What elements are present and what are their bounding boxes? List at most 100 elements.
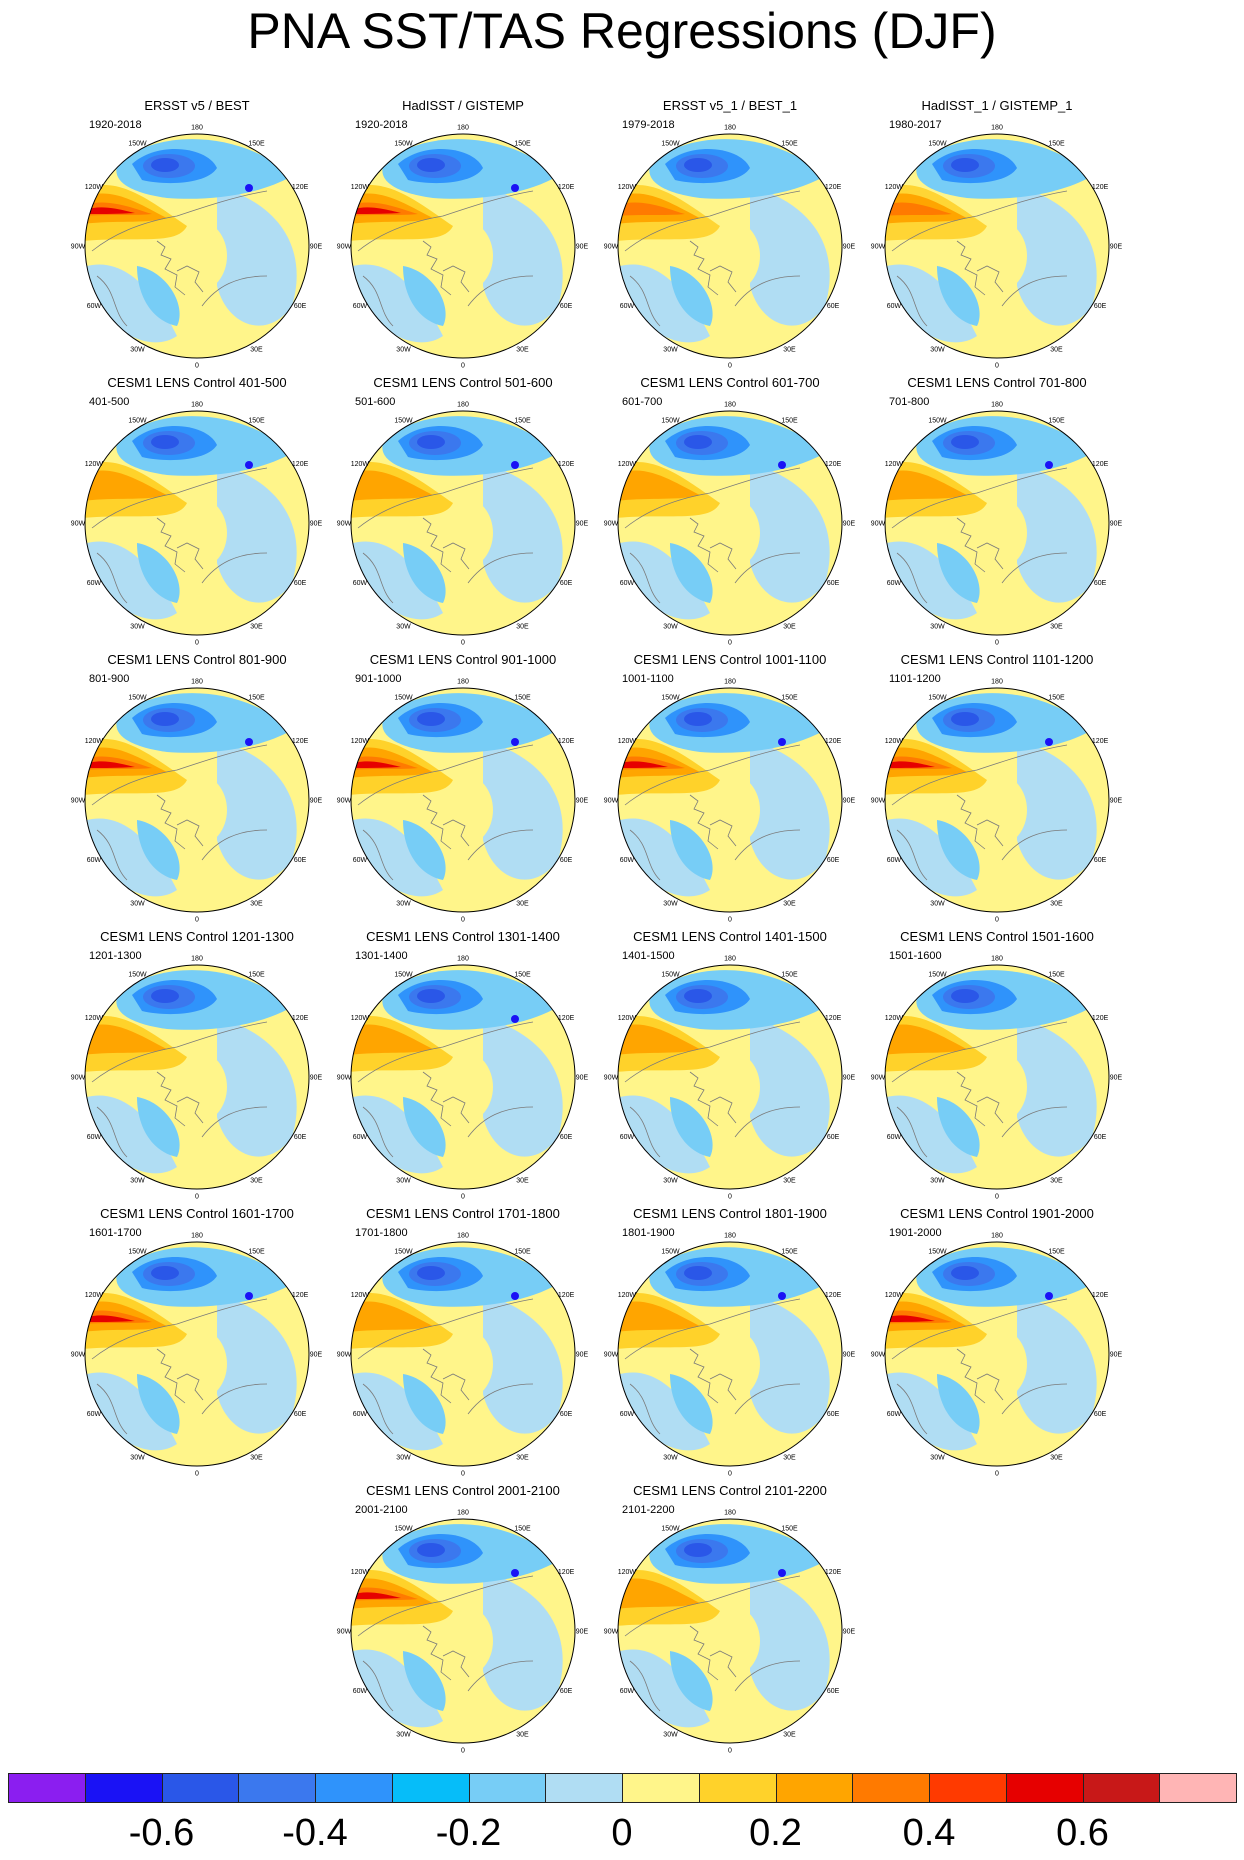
polar-map: 180 150E 120E 90E 60E 30E 0 30W 60W 90W 120W 150W [604, 1233, 856, 1478]
map-field [85, 688, 309, 912]
panel-period: 2101-2200 [622, 1504, 675, 1516]
polar-map: 180 150E 120E 90E 60E 30E 0 30W 60W 90W 120W 150W [604, 679, 856, 924]
colorbar-swatch [391, 1773, 470, 1803]
longitude-label: 60E [560, 303, 573, 310]
longitude-label: 120W [85, 461, 104, 468]
longitude-label: 60W [620, 303, 635, 310]
map-outline [884, 687, 1110, 913]
longitude-label: 150E [514, 694, 531, 701]
longitude-label: 120E [292, 738, 309, 745]
longitude-label: 60W [620, 1134, 635, 1141]
longitude-label: 60E [827, 580, 840, 587]
longitude-label: 180 [991, 402, 1003, 409]
panel-title: HadISST / GISTEMP [402, 98, 524, 113]
panel-title: CESM1 LENS Control 1801-1900 [633, 1206, 827, 1221]
polar-map: 180 150E 120E 90E 60E 30E 0 30W 60W 90W 120W 150W [337, 679, 589, 924]
longitude-label: 60W [353, 1134, 368, 1141]
colorbar-swatch [698, 1773, 777, 1803]
map-field [885, 1242, 1109, 1466]
map-field [618, 1519, 842, 1743]
longitude-label: 0 [995, 1194, 999, 1201]
map-panel: CESM1 LENS Control 801-900 801-900 180 150E… [67, 652, 327, 924]
panel-title: CESM1 LENS Control 1301-1400 [366, 929, 560, 944]
longitude-label: 60W [353, 1411, 368, 1418]
panel-period: 1920-2018 [89, 119, 142, 131]
panel-period: 2001-2100 [355, 1504, 408, 1516]
longitude-label: 30W [930, 347, 945, 354]
longitude-label: 120E [558, 184, 575, 191]
longitude-label: 60W [353, 857, 368, 864]
longitude-label: 90E [310, 521, 323, 528]
map-outline [350, 1518, 576, 1744]
longitude-label: 60E [1094, 303, 1107, 310]
longitude-label: 30W [930, 1178, 945, 1185]
map-outline [350, 1241, 576, 1467]
colorbar-swatch [84, 1773, 163, 1803]
longitude-label: 60W [887, 303, 902, 310]
longitude-label: 90W [71, 798, 86, 805]
map-panel: CESM1 LENS Control 701-800 701-800 180 150E… [867, 375, 1127, 647]
longitude-label: 180 [191, 679, 203, 686]
longitude-label: 120E [292, 184, 309, 191]
longitude-label: 60E [827, 1134, 840, 1141]
polar-map: 180 150E 120E 90E 60E 30E 0 30W 60W 90W 120W 150W [604, 402, 856, 647]
colorbar-swatch [1005, 1773, 1084, 1803]
longitude-label: 60E [560, 1688, 573, 1695]
longitude-label: 180 [457, 679, 469, 686]
longitude-label: 90E [843, 1075, 856, 1082]
longitude-label: 90E [843, 798, 856, 805]
longitude-label: 90W [604, 1075, 619, 1082]
map-panel: CESM1 LENS Control 1901-2000 1901-2000 180… [867, 1206, 1127, 1478]
longitude-label: 150E [1048, 971, 1065, 978]
longitude-label: 90W [871, 1075, 886, 1082]
longitude-label: 60W [887, 1411, 902, 1418]
longitude-label: 120E [558, 1015, 575, 1022]
longitude-label: 60W [620, 580, 635, 587]
map-outline [884, 1241, 1110, 1467]
longitude-label: 90W [71, 521, 86, 528]
map-field [351, 965, 575, 1189]
panel-title: HadISST_1 / GISTEMP_1 [921, 98, 1073, 113]
longitude-label: 30W [396, 347, 411, 354]
longitude-label: 0 [195, 1194, 199, 1201]
longitude-label: 150E [781, 971, 798, 978]
longitude-label: 30W [930, 901, 945, 908]
longitude-label: 60E [560, 1411, 573, 1418]
longitude-label: 0 [195, 363, 199, 370]
polar-map: 180 150E 120E 90E 60E 30E 0 30W 60W 90W 120W 150W [871, 125, 1123, 370]
longitude-label: 30W [663, 901, 678, 908]
longitude-label: 90E [1110, 521, 1123, 528]
panel-title: CESM1 LENS Control 1601-1700 [100, 1206, 294, 1221]
polar-map: 180 150E 120E 90E 60E 30E 0 30W 60W 90W 120W 150W [337, 1233, 589, 1478]
longitude-label: 90E [843, 244, 856, 251]
map-field [85, 411, 309, 635]
longitude-label: 120E [292, 1292, 309, 1299]
longitude-label: 120W [885, 1015, 904, 1022]
map-field [618, 688, 842, 912]
longitude-label: 150E [248, 694, 265, 701]
longitude-label: 60E [827, 303, 840, 310]
longitude-label: 90E [576, 521, 589, 528]
colorbar-tick-label: -0.4 [282, 1812, 348, 1854]
map-field [885, 134, 1109, 358]
longitude-label: 150E [1048, 140, 1065, 147]
longitude-label: 60E [1094, 1134, 1107, 1141]
colorbar-tick-label: 0 [611, 1812, 633, 1854]
longitude-label: 120W [351, 461, 370, 468]
polar-map: 180 150E 120E 90E 60E 30E 0 30W 60W 90W 120W 150W [337, 125, 589, 370]
polar-map: 180 150E 120E 90E 60E 30E 0 30W 60W 90W 120W 150W [871, 679, 1123, 924]
panel-period: 701-800 [889, 396, 930, 408]
longitude-label: 180 [191, 1233, 203, 1240]
longitude-label: 120W [885, 184, 904, 191]
longitude-label: 120W [885, 738, 904, 745]
polar-map: 180 150E 120E 90E 60E 30E 0 30W 60W 90W 120W 150W [337, 1510, 589, 1755]
longitude-label: 30W [396, 624, 411, 631]
longitude-label: 0 [728, 640, 732, 647]
longitude-label: 90W [604, 798, 619, 805]
longitude-label: 30W [130, 1178, 145, 1185]
longitude-label: 0 [728, 917, 732, 924]
longitude-label: 30W [930, 624, 945, 631]
panel-title: CESM1 LENS Control 601-700 [640, 375, 820, 390]
longitude-label: 150W [661, 1248, 680, 1255]
longitude-label: 30W [663, 1455, 678, 1462]
